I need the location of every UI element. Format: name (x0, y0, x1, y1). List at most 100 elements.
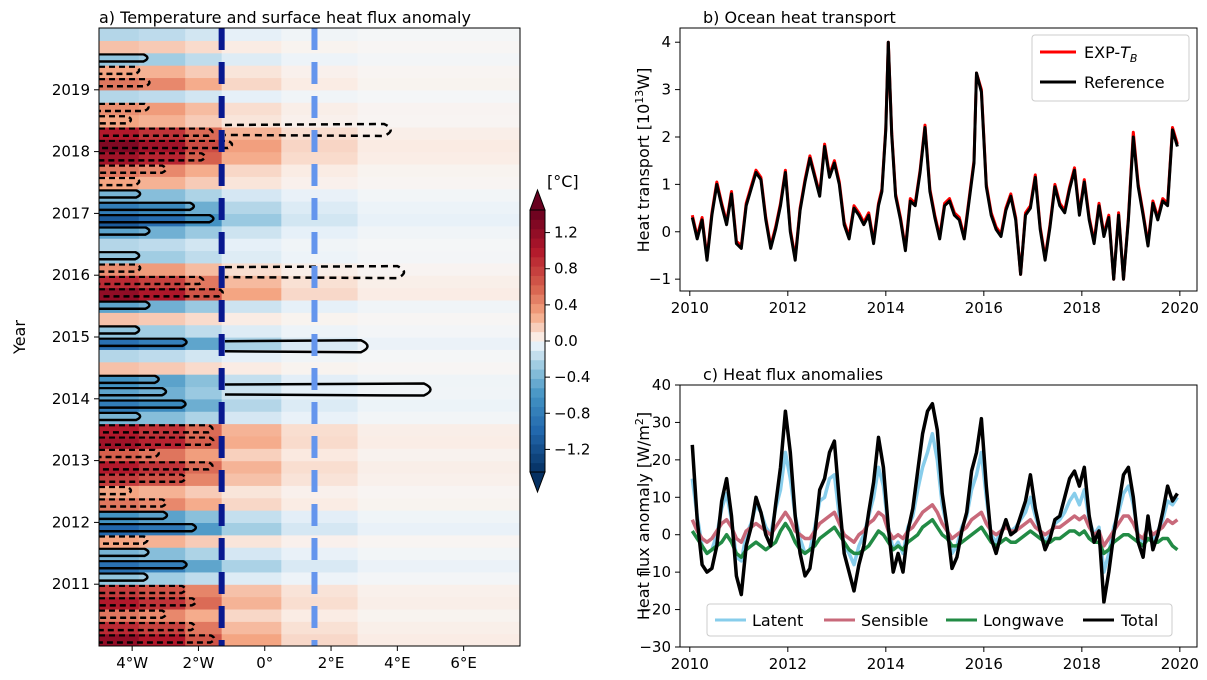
heatmap-cell (281, 238, 359, 252)
heatmap-cell (221, 163, 282, 177)
heatmap-cell (138, 89, 186, 103)
heat-flux-lines (690, 401, 1179, 604)
panel-c-axes: 2010 2012 2014 2016 2018 2020 −30 −20 −10 0 10 20 30… (639, 376, 1199, 673)
heatmap-cell (185, 102, 223, 116)
heatmap-cell (357, 337, 520, 350)
x-tick-label: 2016 (965, 299, 1003, 317)
heatmap-cell (281, 89, 359, 103)
panel-b-ylabel: Heat transport [1013W] (633, 68, 653, 253)
heatmap-cell (185, 225, 223, 239)
colorbar-tick-label: 1.2 (554, 224, 578, 242)
heatmap-cell (99, 460, 140, 474)
heatmap-cell (138, 40, 186, 54)
x-tick-label: 2018 (1063, 299, 1101, 317)
heatmap-cell (281, 126, 359, 140)
contour-line (99, 436, 215, 446)
y-tick-label: 10 (652, 488, 671, 506)
heatmap-cell (357, 176, 520, 190)
heatmap-cell (221, 534, 282, 548)
colorbar-segment (530, 406, 545, 417)
heatmap-cell (281, 571, 359, 585)
heatmap-cell (357, 559, 520, 573)
heatmap-cell (138, 275, 186, 289)
contour-line (99, 399, 187, 409)
heatmap-cell (185, 89, 223, 103)
heatmap-cell (185, 472, 223, 486)
heatmap-cell (357, 65, 520, 79)
heatmap-cell (185, 201, 223, 214)
heatmap-cell (357, 225, 520, 239)
heatmap-cell (281, 287, 359, 301)
heatmap-cell (357, 472, 520, 486)
x-tick-label: 2014 (867, 299, 905, 317)
heatmap-cell (185, 608, 223, 622)
heatmap-cell (281, 176, 359, 190)
heatmap-cell (221, 89, 282, 103)
contour-line (99, 559, 188, 570)
heatmap-cell (99, 472, 140, 486)
colorbar-tick-label: 0.4 (554, 296, 578, 314)
heatmap-cell (281, 472, 359, 486)
colorbar-segment (530, 312, 545, 323)
colorbar-segment (530, 359, 545, 370)
colorbar-extend-top (529, 188, 546, 211)
colorbar-segment (530, 434, 545, 445)
heatmap-cell (99, 497, 140, 511)
heatmap-cell (357, 324, 520, 338)
longitude-markers (218, 28, 318, 646)
heatmap-cell (185, 411, 223, 425)
heatmap-cell (138, 571, 186, 585)
colorbar-segment (530, 387, 545, 398)
heatmap-cell (138, 225, 186, 239)
heatmap-cell (221, 411, 282, 425)
contour-line (99, 485, 133, 496)
heatmap-cell (281, 213, 359, 227)
contour-line (99, 201, 196, 212)
colorbar-segment (530, 350, 545, 361)
contour-line (99, 535, 149, 545)
heatmap-cell (138, 324, 186, 338)
heatmap-cell (221, 497, 282, 511)
heatmap-cell (99, 361, 140, 375)
heatmap-cell (281, 608, 359, 622)
heatmap-cell (99, 139, 140, 153)
heatmap-cell (221, 102, 282, 116)
heatmap-cell (185, 584, 223, 598)
y-tick-label: 40 (652, 376, 671, 394)
legend-b-label-ref: Reference (1084, 73, 1165, 92)
heatmap-cell (357, 188, 520, 202)
contour-lobe (224, 122, 392, 138)
heatmap-cell (357, 608, 520, 622)
heatmap-cell (281, 337, 359, 350)
heatmap-cell (281, 65, 359, 79)
x-tick-label: 2016 (965, 655, 1003, 673)
colorbar-segment (530, 425, 545, 436)
heatmap-cell (99, 126, 140, 140)
contour-line (99, 275, 205, 286)
contour-line (99, 473, 187, 484)
heatmap-cell (138, 411, 186, 425)
contour-lobe (224, 264, 406, 280)
contour-line (99, 423, 214, 434)
heatmap-cell (357, 460, 520, 474)
heatmap-cell (185, 262, 223, 276)
heatmap-cell (281, 497, 359, 511)
x-tick-label: 6°E (450, 654, 477, 672)
heatmap-cell (281, 77, 359, 91)
y-tick-label: 0 (661, 526, 671, 544)
contour-line (99, 53, 149, 63)
heatmap-cell (221, 435, 282, 449)
heatmap-cell (281, 201, 359, 214)
heatmap-cell (281, 188, 359, 202)
contour-line (99, 287, 224, 298)
colorbar-segment (530, 219, 545, 230)
heatmap-cell (221, 176, 282, 190)
heatmap-cell (357, 596, 520, 610)
heatmap-cell (221, 262, 282, 276)
contour-line (99, 250, 141, 261)
heatmap-cell (185, 398, 223, 412)
colorbar-segment (530, 228, 545, 239)
contour-line (99, 584, 187, 595)
heatmap-cell (99, 89, 140, 103)
heatmap-cell (138, 534, 186, 548)
